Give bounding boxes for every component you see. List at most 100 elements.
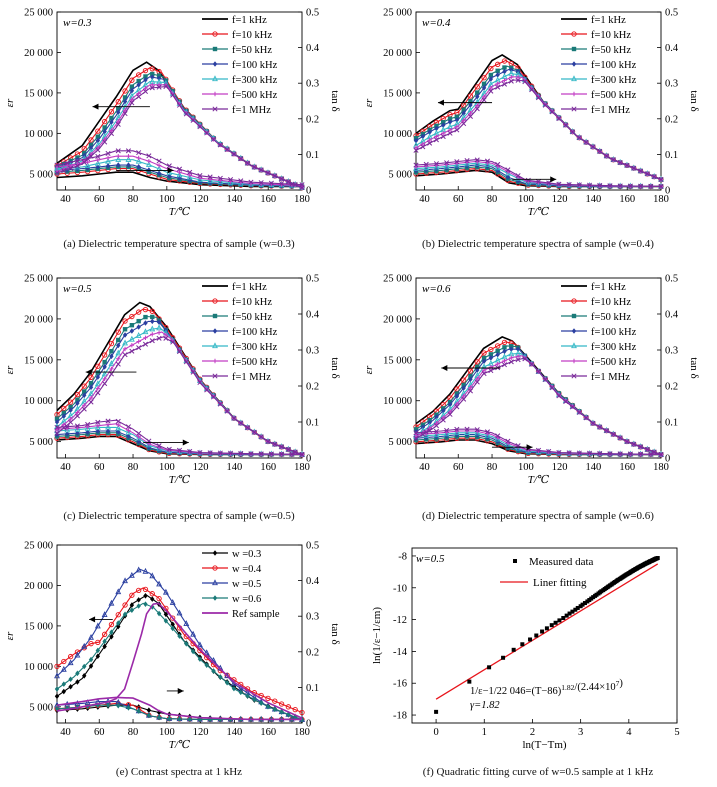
eps-point	[135, 566, 142, 573]
eps-point	[102, 125, 107, 130]
eps-point	[75, 397, 80, 402]
eps-point	[447, 411, 453, 417]
eps-point	[583, 139, 589, 145]
eps-point	[183, 111, 189, 117]
tan-point	[116, 162, 121, 168]
tan-point	[105, 422, 111, 427]
eps-point	[122, 318, 128, 324]
eps-point	[475, 103, 480, 108]
eps-point	[163, 335, 169, 341]
eps-point	[474, 84, 480, 90]
eps-point	[108, 360, 115, 366]
eps-point	[481, 97, 487, 103]
eps-point	[163, 332, 169, 338]
plot-frame	[56, 277, 303, 459]
x-tick-label: 180	[294, 727, 310, 738]
x-tick-label: 120	[552, 194, 568, 205]
tan-point	[258, 451, 264, 457]
tan-point	[648, 183, 654, 189]
tan-point	[617, 183, 623, 189]
x-tick-label: 140	[586, 194, 602, 205]
y2-tick-label: 0.5	[306, 541, 319, 552]
eps-point	[94, 380, 101, 387]
legend-label: Ref sample	[232, 609, 280, 620]
eps-point	[535, 95, 542, 101]
series-ref	[56, 602, 303, 721]
eps-point	[81, 406, 87, 412]
x-tick-label: 80	[128, 727, 139, 738]
eps-line	[415, 79, 662, 181]
tan-point	[54, 424, 60, 430]
eps-point	[522, 356, 528, 362]
eps-point	[658, 176, 664, 183]
tan-point	[423, 164, 430, 171]
eps-point	[95, 374, 101, 380]
eps-point	[245, 160, 251, 166]
eps-point	[238, 420, 244, 426]
eps-point	[163, 83, 169, 90]
measured-point	[655, 556, 660, 561]
tan-point	[136, 155, 141, 161]
eps-point	[447, 119, 453, 125]
eps-point	[183, 359, 189, 365]
tan-point	[136, 164, 141, 170]
tan-line	[56, 171, 302, 188]
measured-point	[544, 626, 549, 631]
eps-point	[495, 84, 501, 90]
eps-point	[420, 144, 426, 150]
tan-line	[56, 155, 303, 186]
eps-point	[88, 390, 94, 396]
tan-point	[65, 431, 70, 437]
measured-point	[564, 613, 569, 618]
x-axis-label: T/℃	[528, 474, 550, 486]
tan-point	[484, 158, 491, 164]
tan-line	[56, 159, 303, 187]
eps-point	[563, 122, 569, 128]
legend: f=1 kHz f=10 kHz f=50 kHz f=100 kHz f=300 kH…	[202, 282, 278, 383]
eps-point	[101, 370, 108, 377]
eps-point	[88, 145, 94, 151]
eps-point	[501, 362, 508, 368]
y2-tick-label: 0.3	[665, 79, 678, 90]
tan-point	[443, 162, 450, 169]
legend-label: f=500 kHz	[591, 357, 637, 368]
eps-point	[488, 364, 494, 370]
y-tick-label: 25 000	[24, 274, 53, 285]
annotation-arrowhead	[85, 369, 92, 376]
eps-point	[95, 386, 101, 391]
panel-a: 40 60 80 100 120 140 160 180 T/℃ 5 000 10 000 15 00…	[0, 0, 358, 228]
eps-point	[245, 425, 251, 431]
equation-exponent: 7	[616, 679, 620, 688]
eps-point	[129, 313, 135, 320]
eps-point	[102, 359, 107, 365]
tan-point	[85, 159, 90, 165]
tan-point	[105, 150, 111, 156]
annotation-arrowhead	[167, 167, 174, 174]
x-tick-label: 100	[518, 462, 534, 473]
eps-point	[61, 413, 67, 419]
legend-marker	[212, 313, 218, 319]
eps-point	[481, 370, 487, 377]
eps-point	[204, 662, 209, 668]
legend: f=1 kHz f=10 kHz f=50 kHz f=100 kHz f=300 kH…	[561, 282, 637, 383]
eps-point	[508, 78, 514, 84]
y-axis-label: εr	[4, 365, 16, 374]
panel-b: 40 60 80 100 120 140 160 180 T/℃ 5 000 10 000 15 00…	[359, 0, 717, 228]
y2-tick-label: 0.2	[306, 382, 319, 393]
legend-label: f=1 kHz	[232, 15, 267, 26]
tan-point	[556, 449, 562, 456]
y-tick-label: 5 000	[388, 437, 412, 448]
x-tick-label: 120	[193, 462, 209, 473]
plot-frame	[415, 11, 662, 191]
tan-point	[299, 182, 305, 188]
tan-point	[268, 451, 274, 457]
eps-point	[488, 346, 494, 353]
eps-point	[488, 368, 494, 374]
eps-point	[150, 71, 155, 77]
eps-point	[149, 325, 156, 332]
eps-point	[67, 659, 74, 666]
y2-tick-label: 0.5	[665, 8, 678, 19]
eps-point	[108, 599, 115, 606]
eps-point	[116, 105, 121, 111]
tan-point	[454, 159, 460, 165]
